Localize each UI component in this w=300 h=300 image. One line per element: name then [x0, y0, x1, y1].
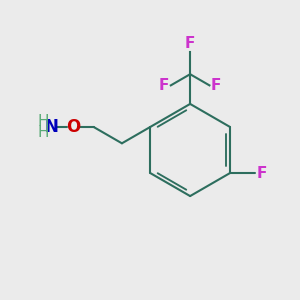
Text: H: H [37, 125, 49, 140]
Text: N: N [44, 118, 58, 136]
Text: F: F [211, 78, 221, 93]
Text: F: F [159, 78, 169, 93]
Text: F: F [185, 36, 195, 51]
Text: H: H [37, 113, 49, 128]
Text: F: F [256, 166, 267, 181]
Text: O: O [66, 118, 80, 136]
